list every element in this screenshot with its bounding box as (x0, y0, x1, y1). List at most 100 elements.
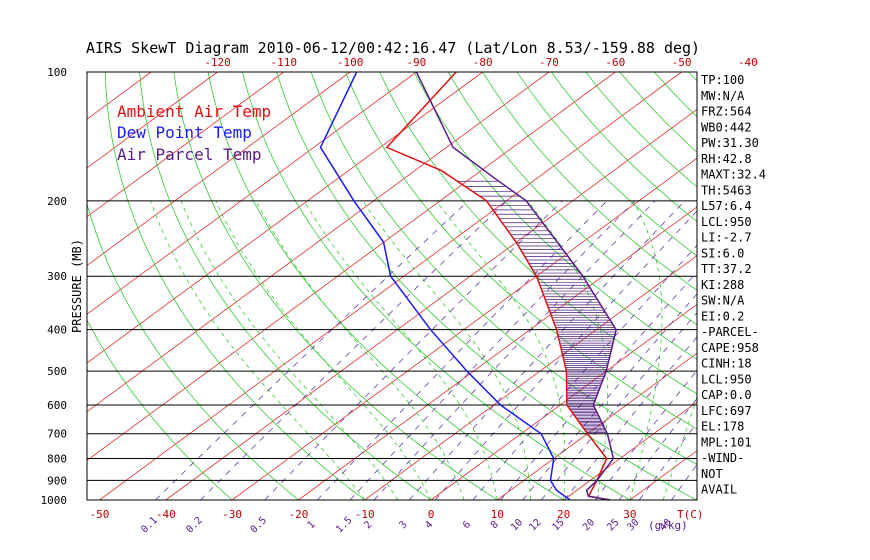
index-label: SW:N/A (701, 294, 745, 308)
dry-adiabat-line (379, 71, 698, 395)
pressure-tick-label: 700 (47, 428, 67, 441)
air-parcel-temp-line (415, 71, 618, 501)
index-label: PW:31.30 (701, 136, 759, 150)
dry-adiabat-line (653, 71, 698, 118)
pressure-tick-label: 600 (47, 399, 67, 412)
chart-title: AIRS SkewT Diagram 2010-06-12/00:42:16.4… (86, 39, 700, 57)
index-label: LFC:697 (701, 404, 752, 418)
bottom-temp-tick-label: 20 (557, 508, 570, 521)
mixing-ratio-line (594, 370, 698, 501)
mixing-ratio-line (540, 312, 698, 501)
dry-adiabat-line (207, 71, 564, 501)
moist-adiabat-line (150, 200, 366, 501)
mixing-ratio-line (155, 200, 469, 501)
isotherm-line (563, 401, 698, 501)
index-label: NOT (701, 467, 723, 481)
mixing-ratio-line (373, 200, 656, 501)
bottom-temp-tick-label: -20 (288, 508, 308, 521)
dry-adiabat-line (413, 71, 698, 360)
legend-dew-point-temp: Dew Point Temp (117, 123, 252, 142)
dry-adiabat-grid (86, 71, 698, 501)
isotherm-line (86, 71, 285, 218)
top-temp-tick-label: -110 (271, 56, 298, 69)
y-axis-label: PRESSURE (MB) (70, 239, 84, 333)
top-temp-tick-label: -90 (406, 56, 426, 69)
index-label: SI:6.0 (701, 246, 744, 260)
index-label: TH:5463 (701, 183, 752, 197)
index-label: RH:42.8 (701, 152, 752, 166)
moist-adiabat-line (303, 200, 498, 501)
mixing-ratio-tick-label: 4 (423, 519, 435, 531)
dry-adiabat-line (447, 71, 698, 326)
index-label: KI:288 (701, 278, 744, 292)
isotherm-line (430, 304, 698, 501)
index-label: TT:37.2 (701, 262, 752, 276)
index-label: MAXT:32.4 (701, 168, 766, 182)
bottom-temp-tick-label: 0 (428, 508, 435, 521)
dry-adiabat-line (310, 71, 698, 465)
bottom-temp-tick-label: -40 (156, 508, 176, 521)
moist-adiabat-line (662, 396, 698, 501)
mixing-ratio-tick-label: 0.2 (184, 515, 205, 536)
isotherm-line (165, 109, 698, 501)
bottom-temp-tick-label: -10 (355, 508, 375, 521)
dew-point-temp-line (319, 71, 571, 501)
dry-adiabat-line (276, 71, 697, 501)
mixing-ratio-tick-label: 8 (489, 519, 501, 531)
index-label: EL:178 (701, 420, 744, 434)
moist-adiabat-line (435, 200, 566, 501)
dry-adiabat-line (242, 71, 631, 501)
mixing-ratio-tick-label: 6 (461, 519, 473, 531)
mixing-ratio-unit-label: (g/kg) (648, 519, 688, 532)
index-label: TP:100 (701, 73, 744, 87)
pressure-tick-label: 300 (47, 270, 67, 283)
isotherm-line (86, 71, 550, 413)
index-label: AVAIL (701, 483, 737, 497)
mixing-ratio-tick-label: 10 (509, 517, 525, 533)
moist-adiabat-line (215, 200, 432, 501)
top-temp-tick-label: -50 (672, 56, 692, 69)
mixing-ratio-line (618, 398, 698, 501)
top-temp-tick-label: -40 (738, 56, 758, 69)
legend-ambient-air-temp: Ambient Air Temp (117, 102, 271, 121)
mixing-ratio-tick-label: 12 (527, 517, 543, 533)
top-temp-tick-label: -100 (337, 56, 364, 69)
pressure-tick-label: 100 (47, 66, 67, 79)
index-label: LCL:950 (701, 372, 752, 386)
pressure-tick-label: 900 (47, 474, 67, 487)
isotherm-line (86, 71, 218, 169)
index-label: L57:6.4 (701, 199, 752, 213)
mixing-ratio-line (638, 422, 698, 501)
dry-adiabat-line (482, 71, 698, 291)
bottom-temp-tick-label: 10 (491, 508, 504, 521)
mixing-ratio-line (472, 245, 698, 501)
index-label: -PARCEL- (701, 325, 759, 339)
index-label: CINH:18 (701, 357, 752, 371)
mixing-ratio-tick-label: 1 (306, 519, 318, 531)
isotherm-line (99, 71, 682, 501)
index-label: FRZ:564 (701, 105, 752, 119)
mixing-ratio-tick-label: 1.5 (334, 515, 355, 536)
ambient-air-temp-line (385, 71, 611, 501)
dry-adiabat-line (104, 71, 365, 501)
index-label: LCL:950 (701, 215, 752, 229)
mixing-ratio-line (671, 464, 698, 501)
dry-adiabat-line (619, 71, 698, 153)
isotherm-line (497, 352, 698, 501)
isotherm-line (86, 71, 351, 266)
sounding-series (319, 71, 618, 501)
x-axis-unit-label: T(C) (677, 508, 704, 521)
pressure-tick-label: 1000 (41, 494, 68, 507)
dry-adiabat-line (516, 71, 698, 257)
index-label: CAPE:958 (701, 341, 759, 355)
isotherm-line (298, 206, 698, 501)
index-label: LI:-2.7 (701, 231, 752, 245)
isotherm-line (86, 71, 417, 315)
mixing-ratio-line (317, 200, 608, 501)
index-label: MW:N/A (701, 89, 745, 103)
top-temp-tick-label: -60 (605, 56, 625, 69)
isotherm-line (86, 71, 616, 461)
dry-adiabat-line (345, 71, 698, 430)
